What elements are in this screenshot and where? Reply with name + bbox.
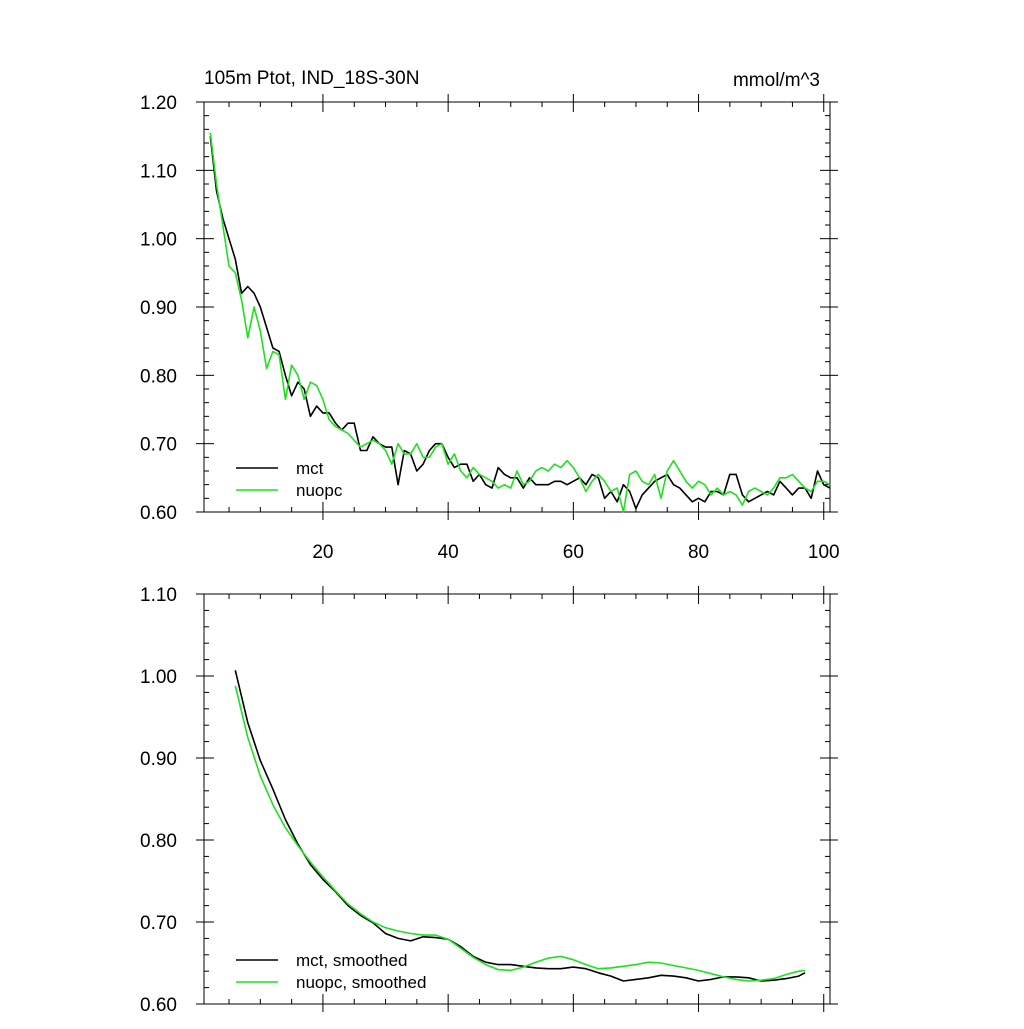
x-tick-label: 40 [438,542,459,563]
x-tick-label: 60 [563,542,584,563]
legend-label: mct, smoothed [296,951,408,970]
y-tick-label: 0.60 [140,503,177,524]
plot-frame [203,101,831,513]
series-line-nuopc [209,132,831,513]
y-tick-label: 0.70 [140,435,177,456]
legend-label: nuopc [296,481,343,500]
series-line-mct [234,670,806,982]
y-tick-label: 1.00 [140,667,177,688]
y-tick-label: 1.20 [140,93,177,114]
y-tick-label: 0.90 [140,749,177,770]
legend-label: mct [296,459,324,478]
plot-frame [203,593,831,1005]
y-tick-label: 1.10 [140,585,177,606]
x-tick-label: 80 [688,542,709,563]
y-tick-label: 0.80 [140,366,177,387]
x-tick-label: 20 [312,542,333,563]
y-tick-label: 1.00 [140,230,177,251]
chart-panel-1: 20 40 60 80 100 0.60 0.70 0.80 0.90 1.00 1.10 1.20 m… [140,68,840,563]
y-tick-label: 0.80 [140,831,177,852]
chart-title: 105m Ptot, IND_18S-30N [204,68,419,89]
chart-panel-2: 0.60 0.70 0.80 0.90 1.00 1.10 mct, smoothed nuo… [140,585,838,1016]
series-line-mct [209,136,831,510]
legend-label: nuopc, smoothed [296,973,426,992]
x-tick-label: 100 [808,542,840,563]
y-tick-label: 0.90 [140,298,177,319]
y-tick-label: 0.60 [140,995,177,1016]
series-line-nuopc [234,685,806,982]
units-label: mmol/m^3 [733,70,820,91]
y-tick-label: 1.10 [140,161,177,182]
y-tick-label: 0.70 [140,913,177,934]
